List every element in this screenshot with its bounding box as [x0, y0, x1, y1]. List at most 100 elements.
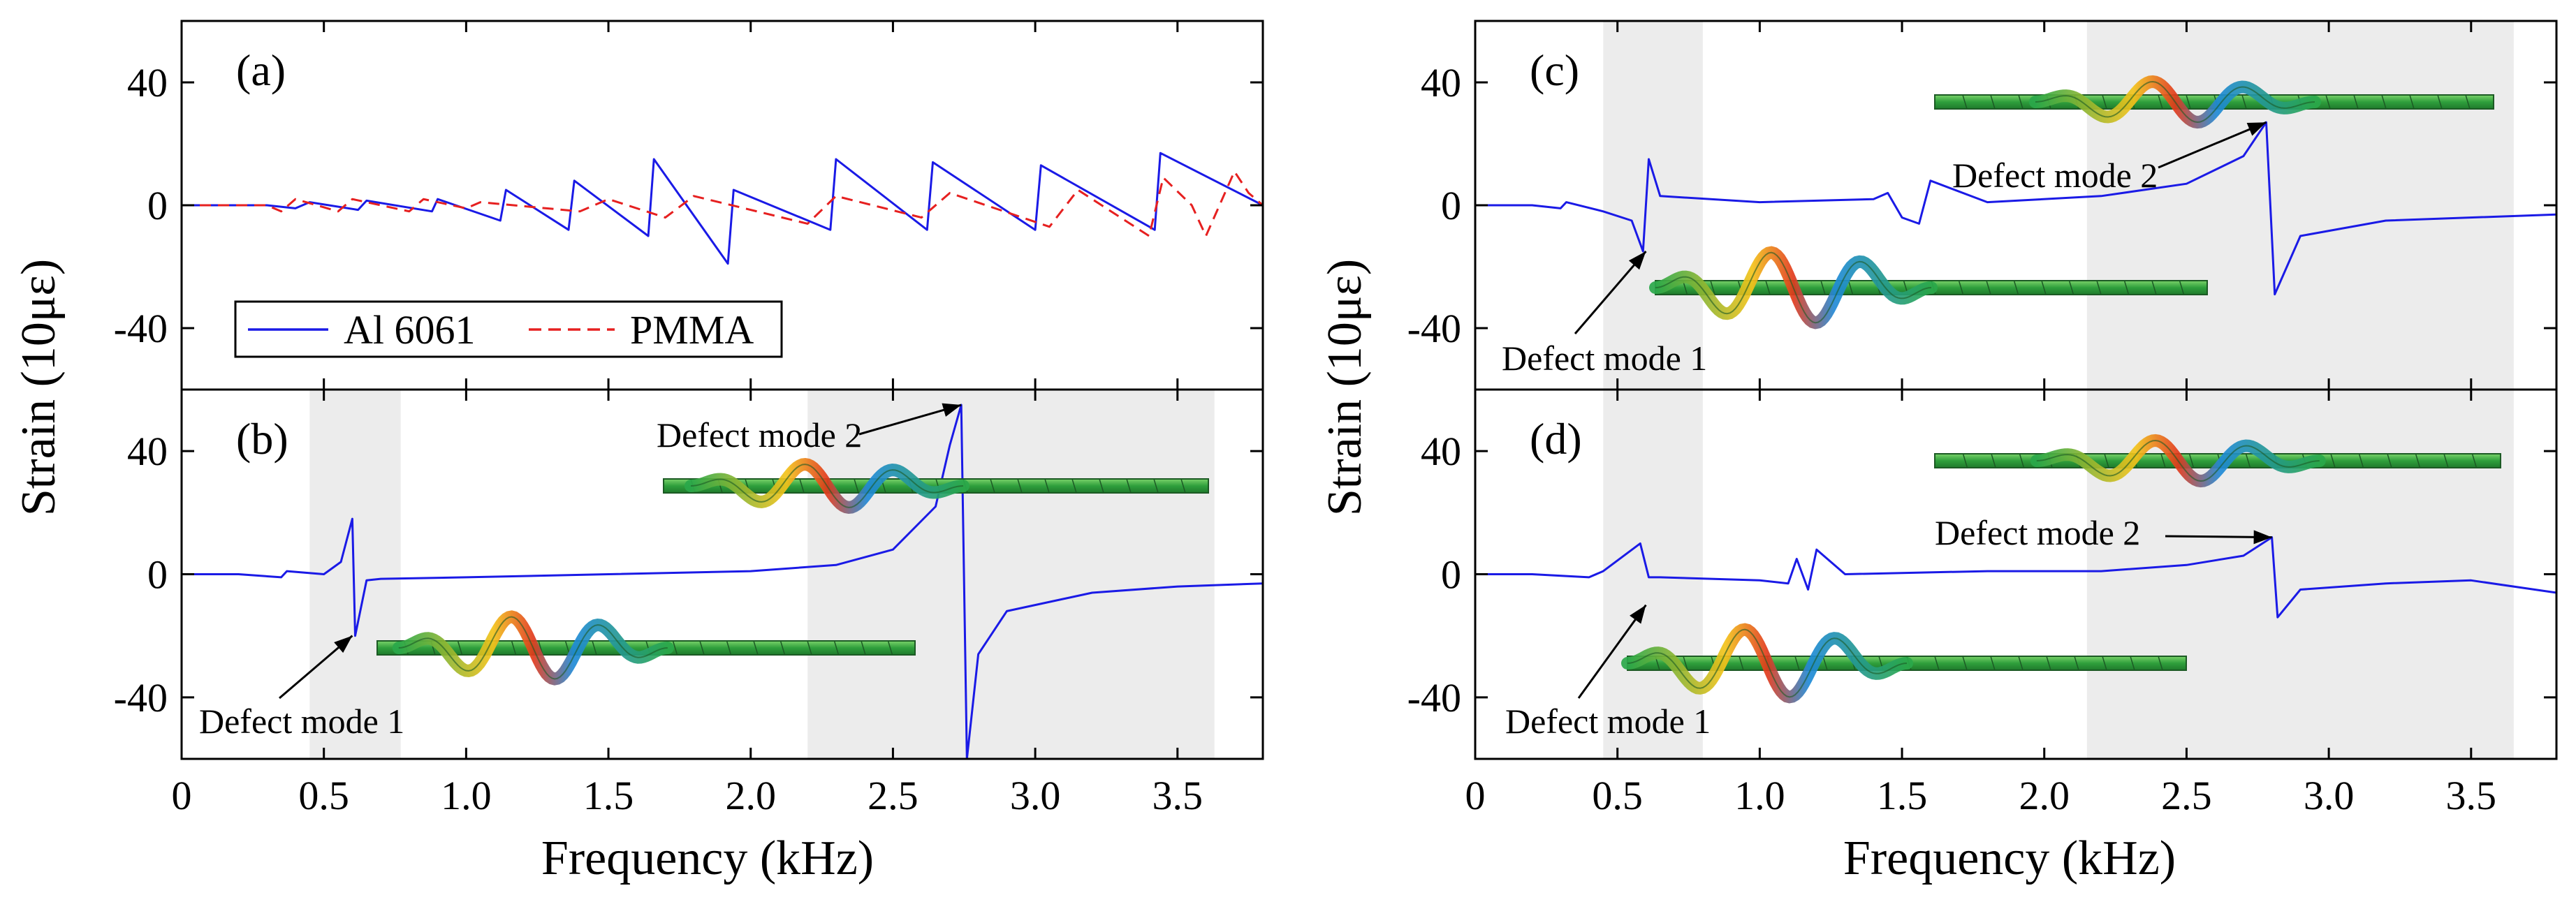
x-tick-label: 2.5 [2161, 773, 2212, 818]
beam-facet [1958, 280, 1964, 295]
beam-facet [2387, 453, 2392, 468]
beam-facet [2151, 280, 2157, 295]
beam-facet [1822, 656, 1828, 671]
left-ylabel-group: Strain (10με) [12, 259, 66, 516]
x-tick-label: 0 [1465, 773, 1486, 818]
beam-facet [2188, 453, 2195, 468]
beam-facet [2245, 453, 2251, 468]
beam-facet [2465, 94, 2471, 110]
beam-facet [1962, 453, 1968, 468]
mode-wave-outline [1655, 251, 1932, 324]
annotation-arrowhead [1628, 251, 1646, 270]
annotation-label: Defect mode 2 [1935, 513, 2140, 552]
beam-facet [1934, 656, 1940, 671]
band-gap-region [2086, 390, 2514, 759]
mode-shape-inset [1649, 246, 2208, 330]
beam-facet [753, 640, 759, 656]
beam-facet [2415, 453, 2421, 468]
y-tick-label: 40 [1421, 60, 1461, 105]
annotation-arrowhead [2246, 122, 2267, 136]
annotation-arrowhead [942, 403, 962, 417]
y-axis-label-right: Strain (10με) [1318, 259, 1372, 516]
panel-label: (a) [236, 45, 286, 95]
beam-facet [2104, 453, 2109, 468]
legend-label-al6061: Al 6061 [344, 307, 476, 353]
beam-facet [1710, 280, 1715, 295]
beam-facet [1991, 453, 1996, 468]
panel-label: (c) [1530, 45, 1579, 95]
beam-facet [1180, 478, 1186, 494]
x-axis-label-right: Frequency (kHz) [1843, 831, 2176, 885]
beam-facet [2186, 94, 2191, 110]
beam-facet [1962, 94, 1968, 110]
legend: Al 6061 PMMA [234, 300, 783, 358]
beam-facet [1986, 280, 1991, 295]
annotation-label: Defect mode 1 [199, 702, 404, 741]
beam-facet [2381, 94, 2387, 110]
x-tick-label: 2.0 [2019, 773, 2070, 818]
legend-label-pmma: PMMA [630, 307, 754, 353]
x-tick-label: 3.0 [1010, 773, 1061, 818]
beam-facet [2068, 280, 2074, 295]
x-tick-label: 1.5 [583, 773, 634, 818]
beam-facet [699, 640, 705, 656]
beam-facet [1820, 280, 1826, 295]
panel-d: Defect mode 1 Defect mode 2 40 0 -40 0 0.5 1.0 1… [1407, 388, 2558, 818]
series-line-al-6061 [1475, 536, 2557, 619]
y-tick-label: 40 [1421, 429, 1461, 474]
beam-facet [1739, 656, 1744, 671]
y-tick-label: 40 [127, 60, 168, 105]
beam-facet [1683, 656, 1688, 671]
beam-facet [861, 640, 866, 656]
y-tick-label: -40 [1407, 675, 1461, 720]
y-tick-label: 0 [1441, 183, 1461, 228]
beam-facet [780, 640, 786, 656]
mode-wave-outline [1627, 628, 1908, 698]
panel-label: (b) [236, 414, 288, 464]
y-tick-label: 0 [147, 552, 168, 598]
x-tick-label: 3.5 [2446, 773, 2497, 818]
right-ylabel-group: Strain (10με) [1318, 259, 1372, 516]
beam-facet [807, 640, 812, 656]
beam-facet [1990, 94, 1996, 110]
beam-facet [2041, 280, 2047, 295]
y-tick-label: 0 [147, 183, 168, 228]
mode-shape-inset [663, 458, 1209, 514]
beam-facet [1017, 478, 1023, 494]
y-axis-label-left: Strain (10με) [12, 259, 66, 516]
beam-facet [799, 478, 805, 494]
beam-facet [1962, 656, 1968, 671]
beam-facet [990, 478, 995, 494]
beam-facet [672, 640, 678, 656]
beam-facet [2409, 94, 2415, 110]
annotation-label: Defect mode 1 [1505, 702, 1711, 741]
mode-wave-outline [2035, 80, 2315, 124]
annotation-label: Defect mode 2 [1952, 156, 2158, 195]
x-tick-label: 1.0 [1734, 773, 1785, 818]
beam-facet [2241, 94, 2247, 110]
mode-shape-inset [1621, 623, 2187, 704]
beam-facet [2330, 453, 2336, 468]
beam-facet [1765, 280, 1771, 295]
beam-facet [2160, 453, 2166, 468]
panel-c: Defect mode 1 Defect mode 2 40 0 -40 (c) [1407, 20, 2558, 391]
x-tick-label: 3.5 [1152, 773, 1203, 818]
annotation-label: Defect mode 2 [657, 415, 862, 454]
beam-facet [2130, 656, 2135, 671]
beam-facet [592, 640, 597, 656]
panel-label: (d) [1530, 414, 1582, 464]
series-line-al-6061 [1475, 121, 2557, 296]
x-axis-label-left: Frequency (kHz) [541, 831, 874, 885]
beam-facet [726, 640, 732, 656]
x-tick-label: 2.5 [868, 773, 919, 818]
mode-shape-inset [376, 610, 916, 686]
annotation-arrowhead [2253, 530, 2272, 545]
mode-shape-inset [1934, 434, 2501, 488]
beam-facet [1153, 478, 1159, 494]
y-tick-label: -40 [1407, 306, 1461, 351]
y-tick-label: -40 [114, 675, 168, 720]
beam-facet [2353, 94, 2359, 110]
beam-facet [2096, 280, 2102, 295]
beam-facet [2102, 94, 2107, 110]
